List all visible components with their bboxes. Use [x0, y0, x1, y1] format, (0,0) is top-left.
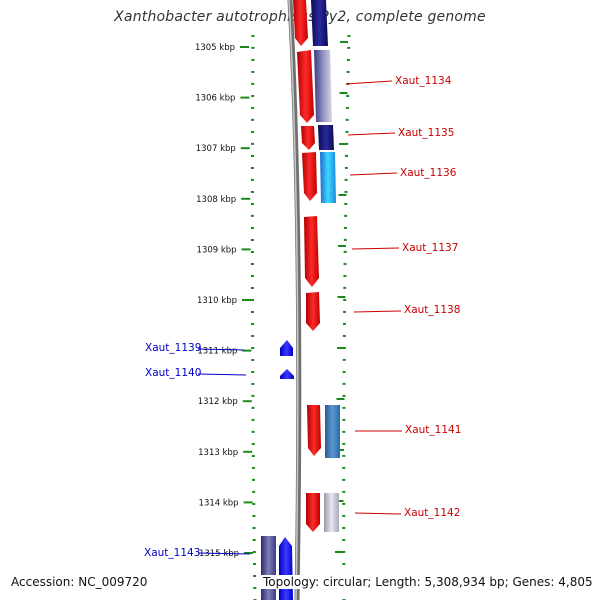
callout-xaut-1135 [347, 132, 396, 136]
ruler-label: 1314 kbp [199, 498, 239, 508]
genome-backbone [287, 0, 302, 600]
gene-xaut-1139-strand [280, 340, 293, 356]
gene-xaut-1142-strand [306, 493, 320, 532]
gene-xaut-1135-strand [301, 126, 315, 150]
ruler-label: 1308 kbp [196, 195, 236, 205]
label-xaut-1140: Xaut_1140 [145, 367, 201, 379]
callout-xaut-1134 [345, 80, 393, 85]
gene-glyphs [261, 0, 340, 600]
gene-xaut-1137-strand [304, 216, 319, 287]
gene-xaut-1142-box [324, 493, 339, 532]
label-xaut-1134: Xaut_1134 [395, 75, 452, 87]
callout-xaut-1138 [353, 310, 402, 313]
label-xaut-1137: Xaut_1137 [402, 242, 458, 254]
gene-labels: Xaut_1134 Xaut_1135 Xaut_1136 Xaut_1137 … [144, 75, 461, 559]
callout-xaut-1136 [349, 172, 398, 176]
genome-backbone-highlight [288, 0, 299, 600]
label-xaut-1142: Xaut_1142 [404, 507, 460, 519]
genome-summary: Topology: circular; Length: 5,308,934 bp… [261, 575, 595, 589]
ruler-label: 1310 kbp [197, 296, 237, 306]
callout-xaut-1140 [197, 373, 247, 376]
callout-xaut-1137 [351, 247, 400, 250]
outer-grid-circle [342, 34, 351, 600]
callout-xaut-1139 [197, 348, 245, 351]
gene-xaut-1135-box [318, 125, 334, 150]
label-xaut-1135: Xaut_1135 [398, 127, 454, 139]
ruler: 1305 kbp 1306 kbp 1307 kbp 1308 kbp 1309 kbp… [195, 41, 348, 559]
ruler-label: 1305 kbp [195, 43, 235, 53]
callout-xaut-1143 [197, 552, 251, 555]
label-xaut-1139: Xaut_1139 [145, 342, 201, 354]
label-xaut-1141: Xaut_1141 [405, 424, 461, 436]
gene-xaut-1141-strand [307, 405, 321, 456]
label-xaut-1138: Xaut_1138 [404, 304, 460, 316]
gene-partial-red-top [293, 0, 308, 46]
callout-lines [197, 80, 402, 555]
ruler-label: 1307 kbp [196, 144, 236, 154]
inner-grid-circle [250, 34, 257, 600]
gene-partial-navy-top [311, 0, 328, 46]
gene-xaut-1141-box [325, 405, 340, 458]
label-xaut-1136: Xaut_1136 [400, 167, 457, 179]
gene-xaut-1138-strand [306, 292, 320, 331]
accession-label: Accession: NC_009720 [9, 575, 150, 589]
ruler-label: 1306 kbp [195, 94, 235, 104]
gene-xaut-1136-strand [302, 152, 317, 201]
gene-xaut-1136-box [320, 152, 336, 203]
ruler-label: 1311 kbp [197, 347, 237, 357]
ruler-label: 1309 kbp [197, 245, 237, 255]
gene-xaut-1134-box [314, 50, 332, 122]
callout-xaut-1142 [354, 512, 402, 515]
gene-xaut-1140-strand [280, 369, 294, 379]
ruler-label: 1313 kbp [198, 448, 238, 458]
gene-xaut-1134-strand [297, 50, 314, 123]
ruler-label: 1315 kbp [199, 549, 239, 559]
grid-circles [250, 34, 351, 600]
label-xaut-1143: Xaut_1143 [144, 547, 200, 559]
gene-xaut-1143-strand [279, 537, 293, 600]
ruler-label: 1312 kbp [198, 397, 238, 407]
gene-xaut-1143-box [261, 536, 276, 600]
